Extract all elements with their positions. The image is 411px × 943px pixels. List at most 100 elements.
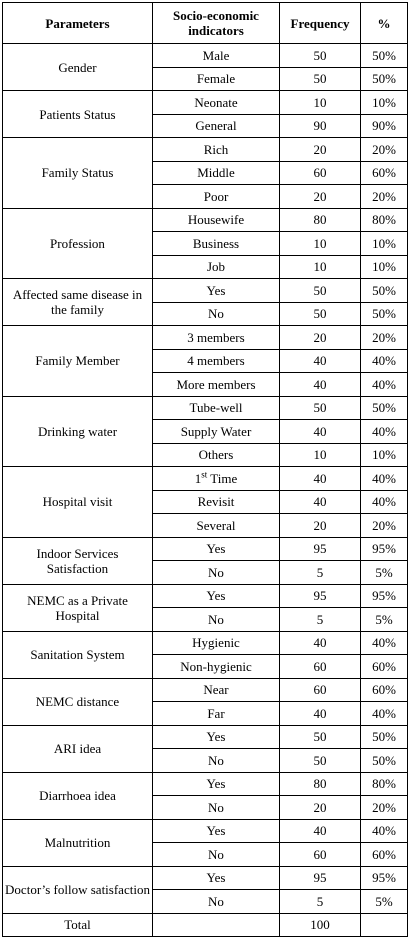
- indicator-cell: Male: [152, 43, 280, 68]
- table-row: Family Status Rich 20 20%: [2, 137, 408, 209]
- percent-cell: 40%: [360, 372, 408, 397]
- indicator-cell: Neonate: [152, 90, 280, 115]
- table-row: Several 20 20%: [3, 513, 408, 538]
- table-body: Gender Male 50 50% Female 50 50% Patients Statu…: [2, 43, 408, 937]
- header-parameters: Parameters: [2, 2, 153, 44]
- percent-cell: 50%: [360, 301, 408, 326]
- table-row: Sanitation System Hygienic 40 40%: [2, 630, 408, 679]
- table-row: No 50 50%: [3, 301, 408, 326]
- table-row: More members 40 40%: [3, 372, 408, 397]
- indicator-cell: Yes: [152, 771, 280, 796]
- header-indicators: Socio-economic indicators: [152, 2, 280, 44]
- socio-economic-table: Parameters Socio-economic indicators Fre…: [2, 2, 408, 937]
- table-row: Profession Housewife 80 80%: [2, 207, 408, 279]
- percent-cell: 50%: [360, 724, 408, 749]
- percent-cell: 50%: [360, 43, 408, 68]
- frequency-cell: 20: [279, 184, 361, 209]
- frequency-cell: 50: [279, 301, 361, 326]
- frequency-cell: 20: [279, 137, 361, 162]
- percent-cell: 10%: [360, 231, 408, 256]
- percent-cell: 20%: [360, 513, 408, 538]
- indicator-cell: No: [152, 301, 280, 326]
- frequency-cell: 5: [279, 607, 361, 632]
- indicator-cell: Job: [152, 254, 280, 279]
- frequency-cell: 40: [279, 419, 361, 444]
- table-row: No 5 5%: [3, 607, 408, 632]
- percent-cell: 50%: [360, 66, 408, 91]
- percent-cell: 60%: [360, 842, 408, 867]
- indicator-cell: Housewife: [152, 207, 280, 232]
- percent-cell: 40%: [360, 701, 408, 726]
- table-row: Job 10 10%: [3, 254, 408, 279]
- table-row: No 20 20%: [3, 795, 408, 820]
- percent-cell: 40%: [360, 466, 408, 491]
- indicator-cell: Yes: [152, 865, 280, 890]
- percent-cell: 10%: [360, 442, 408, 467]
- percent-cell: 5%: [360, 560, 408, 585]
- percent-cell: 95%: [360, 865, 408, 890]
- indicator-text: 1: [194, 470, 202, 486]
- parameter-cell: Drinking water: [2, 395, 153, 467]
- table-row: Hospital visit 1st Time 40 40%: [2, 466, 408, 538]
- indicator-cell: No: [152, 748, 280, 773]
- indicator-cell: Yes: [152, 536, 280, 561]
- frequency-cell: 20: [279, 795, 361, 820]
- frequency-cell: 10: [279, 254, 361, 279]
- frequency-cell: 50: [279, 724, 361, 749]
- indicator-cell: Business: [152, 231, 280, 256]
- indicator-cell: 3 members: [152, 325, 280, 350]
- percent-cell: 95%: [360, 536, 408, 561]
- header-percent: %: [360, 2, 408, 44]
- percent-cell: 50%: [360, 278, 408, 303]
- indicator-cell: More members: [152, 372, 280, 397]
- percent-cell: 40%: [360, 818, 408, 843]
- percent-cell: 5%: [360, 607, 408, 632]
- percent-cell: 20%: [360, 795, 408, 820]
- indicator-cell: Near: [152, 677, 280, 702]
- percent-cell: 40%: [360, 489, 408, 514]
- frequency-cell: 40: [279, 701, 361, 726]
- frequency-cell: 60: [279, 677, 361, 702]
- table-row: NEMC distance Near 60 60%: [2, 677, 408, 726]
- table-row: Malnutrition Yes 40 40%: [2, 818, 408, 867]
- frequency-cell: 50: [279, 748, 361, 773]
- indicator-cell: Female: [152, 66, 280, 91]
- frequency-cell: 60: [279, 160, 361, 185]
- frequency-cell: 40: [279, 630, 361, 655]
- total-indicator-cell: [152, 912, 280, 937]
- table-row: Far 40 40%: [3, 701, 408, 726]
- percent-cell: 60%: [360, 654, 408, 679]
- frequency-cell: 95: [279, 865, 361, 890]
- percent-cell: 95%: [360, 583, 408, 608]
- parameter-cell: NEMC distance: [2, 677, 153, 726]
- percent-cell: 10%: [360, 254, 408, 279]
- table-row: Doctor’s follow satisfaction Yes 95 95%: [2, 865, 408, 914]
- parameter-cell: Gender: [2, 43, 153, 91]
- table-row: ARI idea Yes 50 50%: [2, 724, 408, 773]
- parameter-cell: Malnutrition: [2, 818, 153, 867]
- indicator-cell: Several: [152, 513, 280, 538]
- table-row: NEMC as a Private Hospital Yes 95 95%: [2, 583, 408, 632]
- percent-cell: 20%: [360, 184, 408, 209]
- indicator-cell: 1st Time: [152, 466, 280, 491]
- indicator-cell: No: [152, 607, 280, 632]
- indicator-cell: Revisit: [152, 489, 280, 514]
- frequency-cell: 20: [279, 513, 361, 538]
- indicator-cell: Middle: [152, 160, 280, 185]
- table-row: Diarrhoea idea Yes 80 80%: [2, 771, 408, 820]
- percent-cell: 90%: [360, 113, 408, 138]
- indicator-cell: General: [152, 113, 280, 138]
- percent-cell: 60%: [360, 160, 408, 185]
- indicator-text-rest: Time: [207, 470, 238, 486]
- parameter-cell: NEMC as a Private Hospital: [2, 583, 153, 632]
- total-label: Total: [2, 912, 153, 937]
- indicator-cell: Far: [152, 701, 280, 726]
- frequency-cell: 60: [279, 842, 361, 867]
- percent-cell: 40%: [360, 348, 408, 373]
- frequency-cell: 40: [279, 818, 361, 843]
- table-row: Supply Water 40 40%: [3, 419, 408, 444]
- frequency-cell: 5: [279, 560, 361, 585]
- percent-cell: 60%: [360, 677, 408, 702]
- table-row: Middle 60 60%: [3, 160, 408, 185]
- indicator-cell: Poor: [152, 184, 280, 209]
